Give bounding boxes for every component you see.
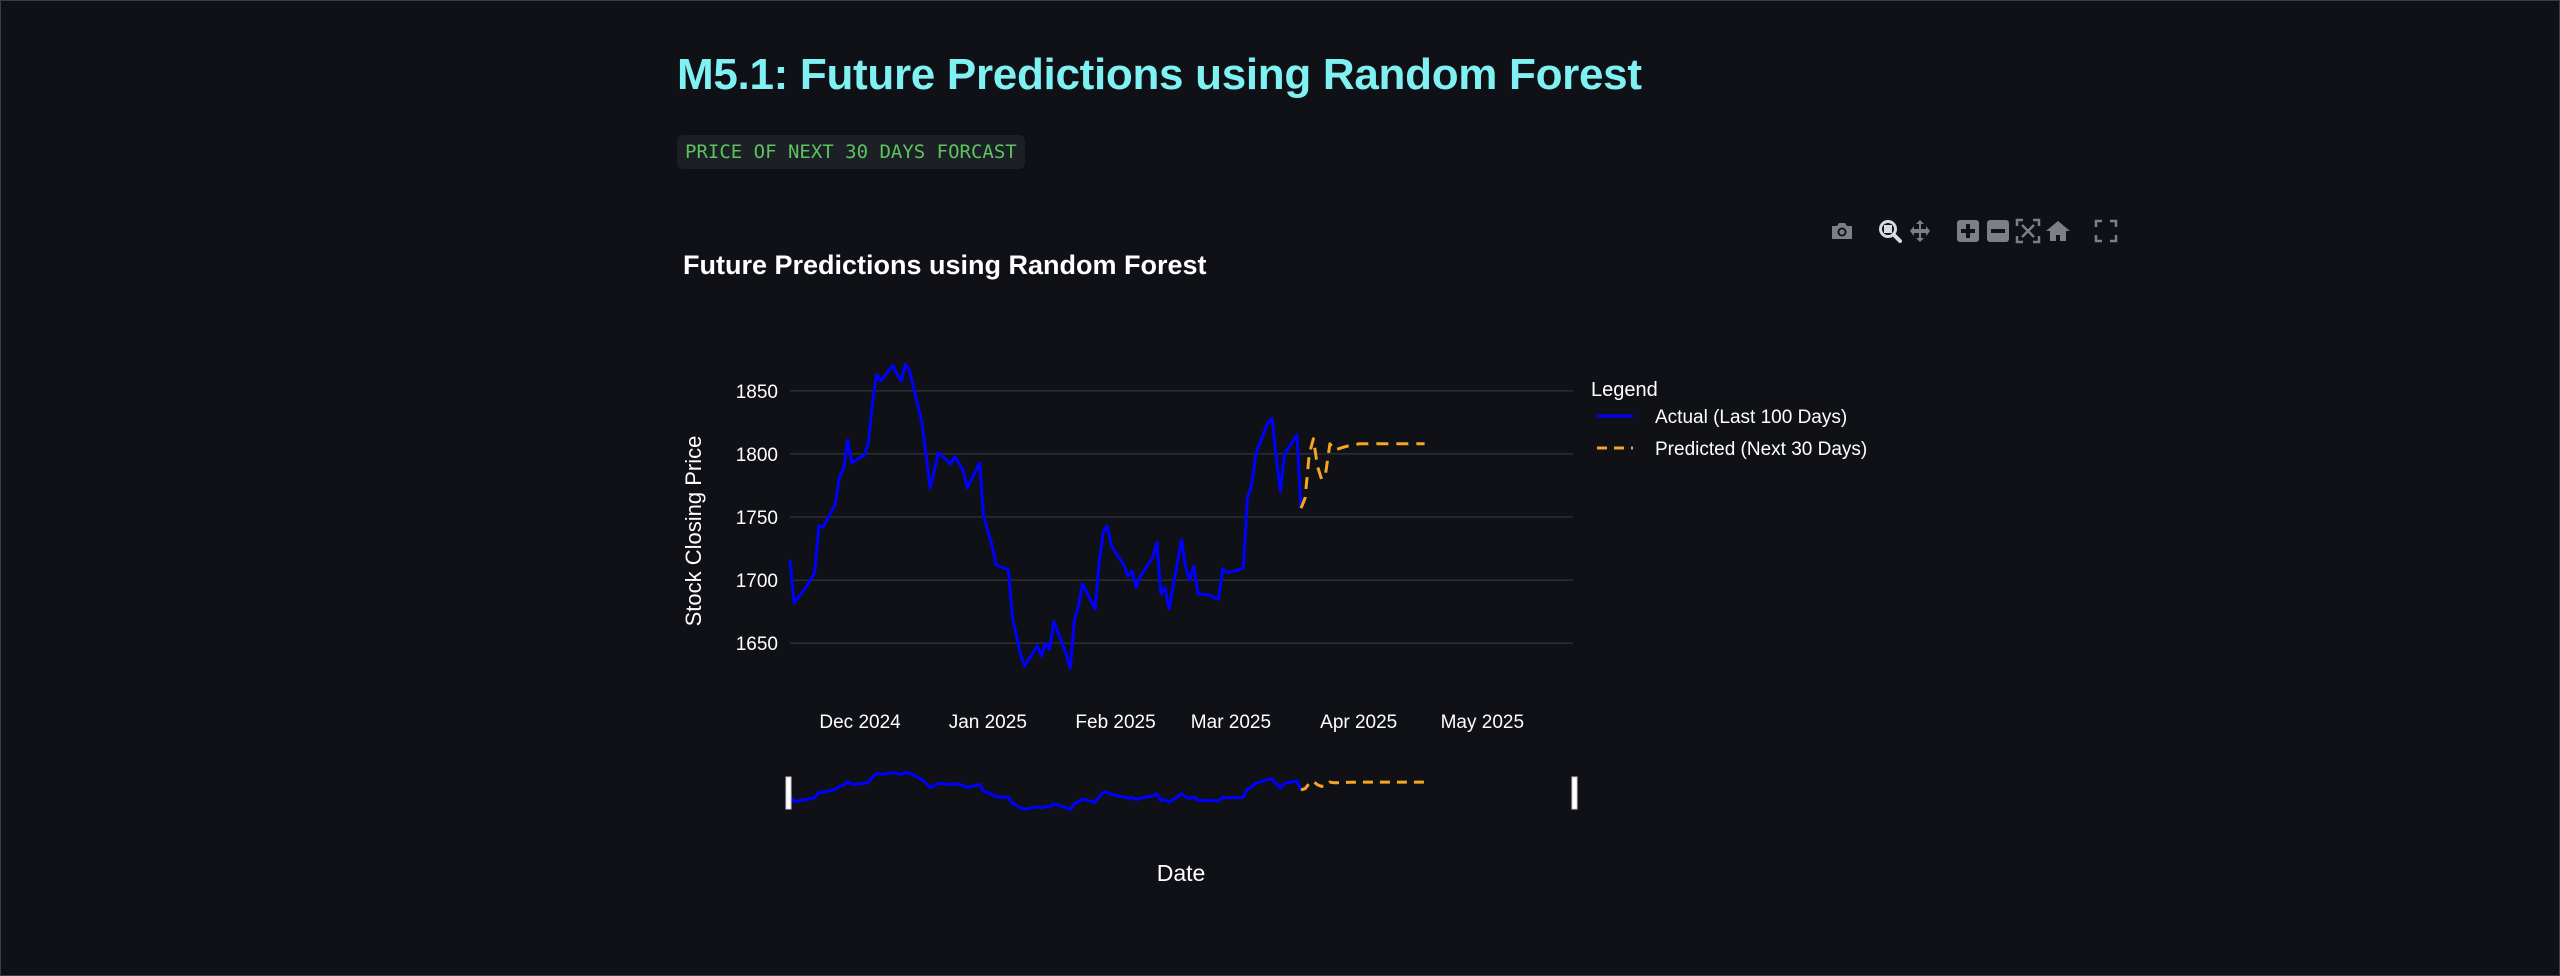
- chart-title: Future Predictions using Random Forest: [683, 251, 1207, 280]
- x-tick-label: Feb 2025: [1075, 712, 1155, 733]
- x-tick-labels: Dec 2024 Jan 2025 Feb 2025 Mar 2025 Apr 2025…: [819, 712, 1524, 733]
- legend-item-label[interactable]: Predicted (Next 30 Days): [1655, 439, 1867, 460]
- y-tick-label: 1850: [736, 382, 778, 403]
- reset-axes-icon[interactable]: [2043, 216, 2073, 246]
- series-line-actual[interactable]: [788, 362, 1303, 670]
- code-label: PRICE OF NEXT 30 DAYS FORCAST: [677, 135, 1025, 169]
- y-tick-label: 1750: [736, 508, 778, 529]
- legend-item-label[interactable]: Actual (Last 100 Days): [1655, 407, 1847, 428]
- chart-svg[interactable]: Future Predictions using Random Forest 1…: [677, 250, 1877, 911]
- camera-icon[interactable]: [1827, 216, 1857, 246]
- x-tick-label: Dec 2024: [819, 712, 901, 733]
- range-slider[interactable]: [785, 770, 1578, 812]
- pan-icon[interactable]: [1905, 216, 1935, 246]
- zoom-in-icon[interactable]: [1953, 216, 1983, 246]
- zoom-icon[interactable]: [1875, 216, 1905, 246]
- y-tick-label: 1800: [736, 445, 778, 466]
- chart-container: Future Predictions using Random Forest 1…: [677, 250, 1877, 911]
- y-axis-title: Stock Closing Price: [681, 436, 706, 627]
- x-tick-label: Mar 2025: [1191, 712, 1271, 733]
- y-tick-labels: 1650 1700 1750 1800 1850: [736, 382, 778, 655]
- series-line-predicted[interactable]: [1299, 437, 1425, 509]
- fullscreen-icon[interactable]: [2091, 216, 2121, 246]
- autoscale-icon[interactable]: [2013, 216, 2043, 246]
- plot-area: [788, 362, 1425, 670]
- chart-modebar: [1827, 213, 2121, 249]
- range-slider-handle-left[interactable]: [785, 776, 792, 810]
- slider-series-actual: [788, 770, 1303, 812]
- slider-series-predicted: [1300, 779, 1425, 792]
- x-tick-label: May 2025: [1441, 712, 1524, 733]
- x-tick-label: Jan 2025: [949, 712, 1027, 733]
- zoom-out-icon[interactable]: [1983, 216, 2013, 246]
- range-slider-handle-right[interactable]: [1571, 776, 1578, 810]
- legend: Legend Actual (Last 100 Days) Predicted (…: [1591, 379, 1867, 460]
- x-axis-title: Date: [1157, 860, 1206, 886]
- y-tick-label: 1700: [736, 571, 778, 592]
- x-tick-label: Apr 2025: [1320, 712, 1397, 733]
- y-tick-label: 1650: [736, 634, 778, 655]
- y-gridlines: [790, 390, 1573, 644]
- legend-title: Legend: [1591, 379, 1658, 401]
- page-title: M5.1: Future Predictions using Random Fo…: [677, 50, 1642, 99]
